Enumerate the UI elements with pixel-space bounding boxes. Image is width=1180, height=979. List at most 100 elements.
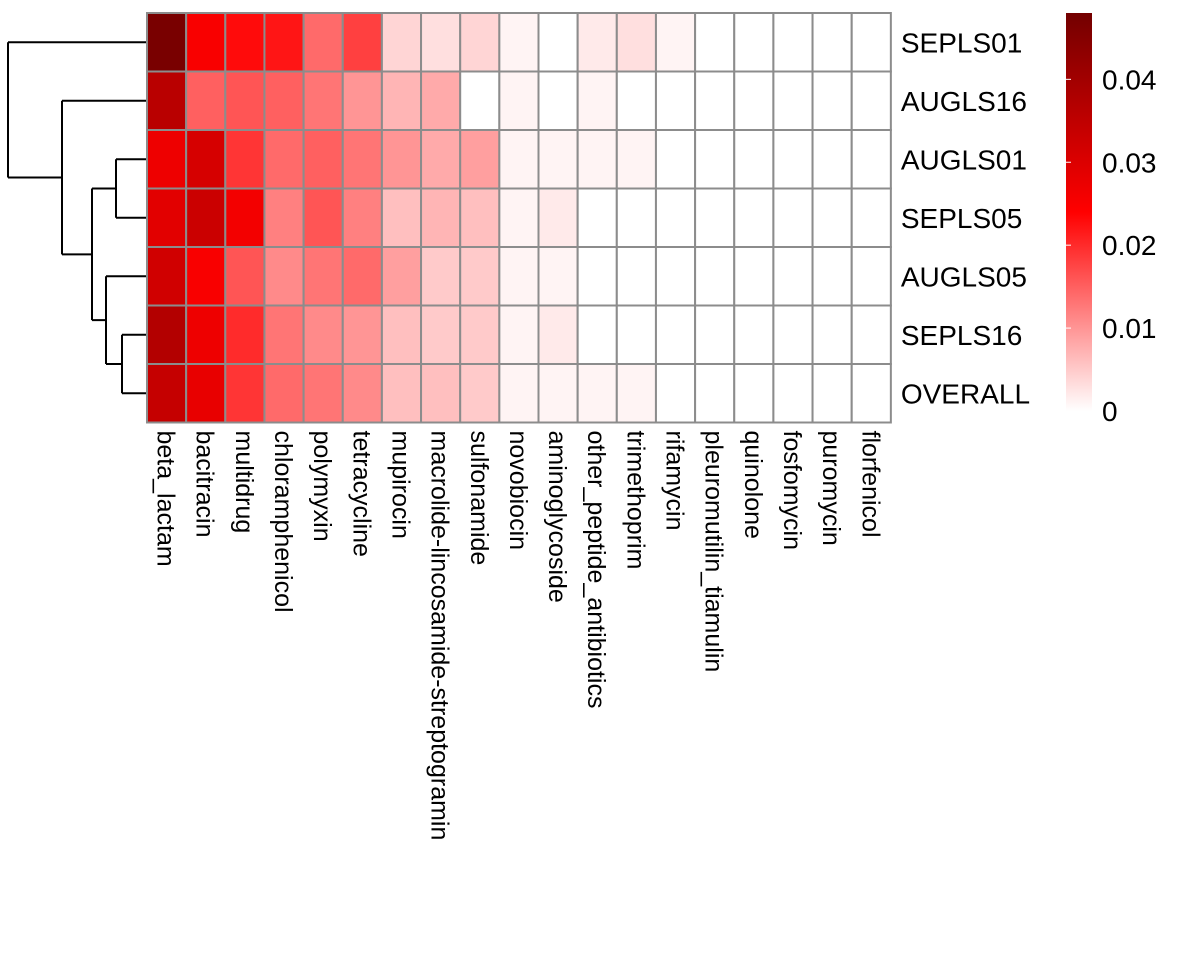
column-label: aminoglycoside bbox=[543, 431, 571, 603]
heatmap-cell bbox=[615, 363, 657, 424]
row-labels: SEPLS01 AUGLS16 AUGLS01 SEPLS05 AUGLS05 SEPLS… bbox=[901, 27, 1030, 409]
column-label: multidrug bbox=[230, 431, 258, 534]
heatmap-cell bbox=[459, 246, 501, 307]
heatmap-cell bbox=[498, 246, 540, 307]
heatmap-cell bbox=[380, 246, 423, 307]
column-label: pleuromutilin_tiamulin bbox=[700, 431, 728, 673]
column-label: macrolide-lincosamide-streptogramin bbox=[426, 431, 454, 841]
heatmap-cell bbox=[420, 304, 462, 365]
heatmap-cell bbox=[772, 12, 814, 73]
column-label: puromycin bbox=[817, 431, 845, 546]
heatmap-cell bbox=[224, 187, 266, 248]
heatmap-cell bbox=[537, 129, 579, 190]
legend-tick-label: 0.04 bbox=[1102, 64, 1157, 95]
heatmap-cell bbox=[185, 12, 227, 73]
heatmap-cell bbox=[224, 12, 266, 73]
heatmap-cell bbox=[537, 12, 579, 73]
heatmap-cell bbox=[341, 363, 383, 424]
column-labels: beta_lactam bacitracin multidrug chloramphe… bbox=[152, 431, 885, 841]
row-label: SEPLS05 bbox=[901, 203, 1022, 234]
heatmap-cell bbox=[146, 304, 188, 365]
heatmap-cell bbox=[811, 363, 853, 424]
heatmap-cell bbox=[654, 304, 697, 365]
heatmap-cells bbox=[146, 12, 892, 424]
row-label: OVERALL bbox=[901, 378, 1030, 409]
heatmap-cell bbox=[302, 363, 344, 424]
heatmap-cell bbox=[694, 129, 736, 190]
column-label: tetracycline bbox=[347, 431, 375, 557]
legend-tick-label: 0.02 bbox=[1102, 230, 1157, 261]
heatmap-cell bbox=[615, 304, 657, 365]
heatmap-cell bbox=[576, 70, 618, 131]
heatmap-cell bbox=[341, 304, 383, 365]
column-label: florfenicol bbox=[856, 431, 884, 538]
heatmap-cell bbox=[185, 70, 227, 131]
row-label: AUGLS16 bbox=[901, 86, 1027, 117]
heatmap-cell bbox=[146, 129, 188, 190]
heatmap-cell bbox=[459, 304, 501, 365]
column-label: rifamycin bbox=[661, 431, 689, 531]
heatmap-cell bbox=[615, 129, 657, 190]
heatmap-cell bbox=[654, 363, 697, 424]
heatmap-cell bbox=[811, 304, 853, 365]
heatmap-cell bbox=[420, 12, 462, 73]
heatmap-cell bbox=[263, 70, 305, 131]
heatmap-cell bbox=[498, 129, 540, 190]
heatmap-cell bbox=[341, 12, 383, 73]
heatmap-cell bbox=[498, 70, 540, 131]
heatmap-cell bbox=[694, 246, 736, 307]
row-dendrogram bbox=[7, 41, 146, 395]
column-label: novobiocin bbox=[504, 431, 532, 551]
heatmap-cell bbox=[576, 304, 618, 365]
column-label: quinolone bbox=[739, 431, 767, 539]
heatmap-cell bbox=[694, 70, 736, 131]
heatmap-cell bbox=[380, 187, 423, 248]
heatmap-cell bbox=[263, 304, 305, 365]
heatmap-cell bbox=[420, 129, 462, 190]
heatmap-cell bbox=[498, 304, 540, 365]
heatmap-cell bbox=[694, 12, 736, 73]
heatmap-cell bbox=[811, 129, 853, 190]
column-label: sulfonamide bbox=[465, 431, 493, 566]
heatmap-cell bbox=[694, 363, 736, 424]
heatmap-cell bbox=[302, 129, 344, 190]
column-label: polymyxin bbox=[308, 431, 336, 542]
heatmap-cell bbox=[772, 304, 814, 365]
heatmap-cell bbox=[224, 70, 266, 131]
heatmap-cell bbox=[341, 187, 383, 248]
heatmap-cell bbox=[224, 304, 266, 365]
heatmap-cell bbox=[772, 70, 814, 131]
row-label: AUGLS05 bbox=[901, 261, 1027, 292]
heatmap-cell bbox=[420, 70, 462, 131]
column-label: trimethoprim bbox=[621, 431, 649, 570]
legend-tick-label: 0 bbox=[1102, 396, 1118, 427]
column-label: mupirocin bbox=[386, 431, 414, 539]
heatmap-cell bbox=[302, 304, 344, 365]
heatmap-cell bbox=[694, 187, 736, 248]
heatmap-cell bbox=[733, 304, 775, 365]
column-label: chloramphenicol bbox=[269, 431, 297, 613]
heatmap-cell bbox=[263, 246, 305, 307]
heatmap-cell bbox=[420, 187, 462, 248]
column-label: fosfomycin bbox=[778, 431, 806, 550]
heatmap-cell bbox=[733, 363, 775, 424]
heatmap-cell bbox=[654, 246, 697, 307]
heatmap-cell bbox=[263, 187, 305, 248]
heatmap-cell bbox=[146, 187, 188, 248]
heatmap-cell bbox=[498, 12, 540, 73]
heatmap-cell bbox=[146, 70, 188, 131]
heatmap-cell bbox=[850, 363, 892, 424]
row-label: SEPLS01 bbox=[901, 27, 1022, 58]
heatmap-cell bbox=[772, 246, 814, 307]
heatmap-cell bbox=[537, 70, 579, 131]
heatmap-cell bbox=[146, 12, 188, 73]
heatmap-cell bbox=[263, 129, 305, 190]
heatmap-cell bbox=[615, 187, 657, 248]
heatmap-cell bbox=[576, 129, 618, 190]
heatmap-cell bbox=[772, 187, 814, 248]
heatmap-cell bbox=[654, 12, 697, 73]
column-label: beta_lactam bbox=[152, 431, 180, 567]
heatmap-cell bbox=[380, 70, 423, 131]
legend-tick-label: 0.01 bbox=[1102, 313, 1157, 344]
